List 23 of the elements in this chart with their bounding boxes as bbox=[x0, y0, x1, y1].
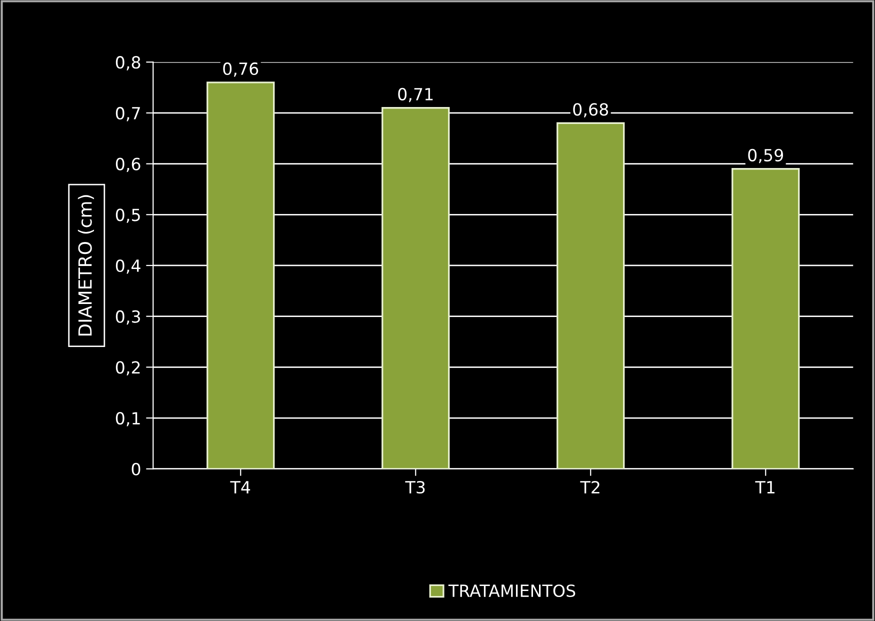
bar bbox=[732, 168, 800, 469]
y-tick-label: 0,3 bbox=[116, 310, 140, 325]
bar bbox=[556, 122, 625, 469]
data-label: 0,59 bbox=[748, 148, 784, 164]
y-tick-label: 0,5 bbox=[116, 208, 140, 223]
x-tick-label: T2 bbox=[580, 480, 600, 494]
y-axis-title: DIAMETRO (cm) bbox=[78, 195, 94, 336]
x-tick-label: T3 bbox=[405, 480, 425, 494]
y-tick-label: 0,7 bbox=[116, 106, 140, 122]
bar bbox=[382, 107, 450, 469]
data-label: 0,68 bbox=[573, 103, 608, 118]
legend-label: TRATAMIENTOS bbox=[448, 584, 576, 598]
y-tick-label: 0,8 bbox=[116, 56, 140, 70]
x-tick-label: T4 bbox=[230, 481, 250, 494]
y-tick-label: 0,2 bbox=[116, 361, 140, 376]
y-tick-label: 0,1 bbox=[116, 412, 140, 426]
bar bbox=[206, 82, 275, 469]
y-tick-label: 0 bbox=[132, 462, 140, 476]
y-tick-label: 0,4 bbox=[116, 259, 140, 274]
x-tick-label: T1 bbox=[755, 481, 774, 494]
data-label: 0,76 bbox=[223, 62, 258, 77]
y-tick-label: 0,6 bbox=[116, 158, 140, 172]
data-label: 0,71 bbox=[398, 88, 433, 102]
